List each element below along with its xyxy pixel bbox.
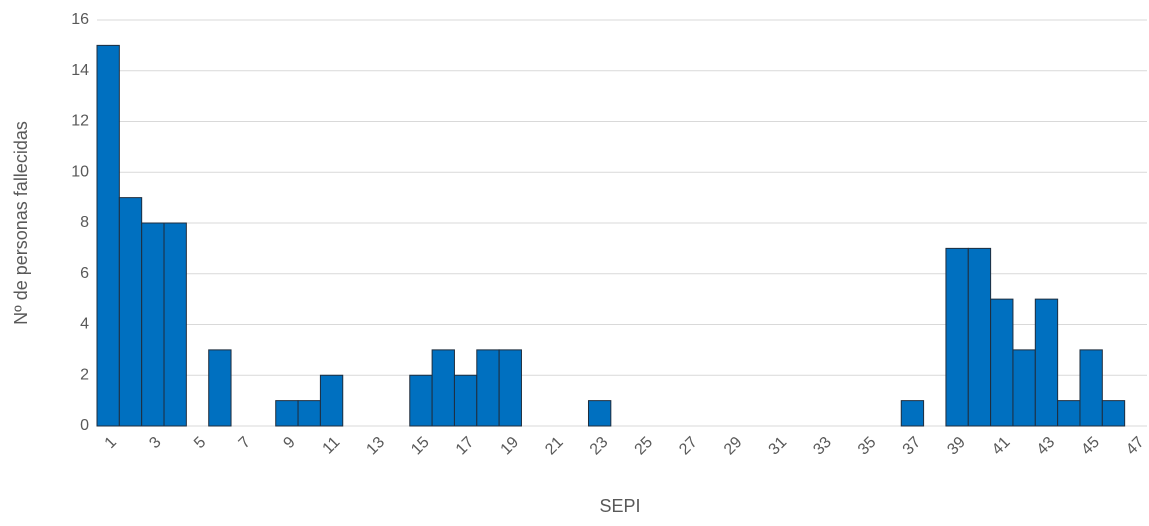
- y-tick-label: 4: [80, 316, 89, 333]
- x-tick-label: 31: [766, 434, 791, 459]
- x-tick-label: 5: [191, 434, 209, 452]
- x-tick-label: 33: [810, 434, 835, 459]
- bar: [967, 247, 992, 427]
- x-tick-label: 39: [944, 434, 969, 459]
- bar: [476, 349, 500, 427]
- y-tick-label: 10: [71, 163, 89, 180]
- bar: [319, 374, 344, 427]
- bar: [1012, 349, 1036, 427]
- x-tick-label: 47: [1123, 434, 1148, 459]
- bar: [587, 400, 612, 427]
- bar: [1034, 298, 1059, 427]
- bar: [141, 222, 165, 427]
- bar: [990, 298, 1014, 427]
- y-tick-label: 14: [71, 62, 89, 79]
- bar: [409, 374, 433, 427]
- x-tick-label: 1: [102, 434, 120, 452]
- bar: [118, 197, 143, 427]
- bar: [1079, 349, 1103, 427]
- x-tick-label: 25: [632, 434, 657, 459]
- y-axis-title: Nº de personas fallecidas: [11, 121, 31, 325]
- bar: [208, 349, 232, 427]
- y-tick-label: 8: [80, 214, 89, 231]
- x-tick-label: 35: [855, 434, 880, 459]
- x-tick-label: 21: [542, 434, 567, 459]
- x-tick-label: 17: [453, 434, 478, 459]
- x-tick-label: 27: [676, 434, 701, 459]
- x-tick-label: 45: [1078, 434, 1103, 459]
- bar: [431, 349, 455, 427]
- bar: [275, 400, 299, 427]
- bar: [453, 374, 478, 427]
- x-tick-label: 37: [900, 434, 925, 459]
- bar: [163, 222, 187, 427]
- y-tick-label: 2: [80, 366, 89, 383]
- x-tick-label: 3: [146, 434, 164, 452]
- x-tick-label: 19: [498, 434, 523, 459]
- x-tick-label: 9: [280, 434, 298, 452]
- y-tick-label: 16: [71, 11, 89, 28]
- bar: [96, 44, 120, 427]
- y-tick-label: 0: [80, 417, 89, 434]
- bar: [945, 247, 969, 427]
- bar: [1101, 400, 1126, 427]
- y-tick-label: 12: [71, 113, 89, 130]
- bar: [1057, 400, 1081, 427]
- x-tick-label: 13: [363, 434, 388, 459]
- x-tick-label: 43: [1034, 434, 1059, 459]
- bar: [297, 400, 321, 427]
- x-tick-label: 15: [408, 434, 433, 459]
- bar: [498, 349, 522, 427]
- x-tick-label: 7: [236, 434, 254, 452]
- x-tick-label: 23: [587, 434, 612, 459]
- y-tick-label: 6: [80, 265, 89, 282]
- x-axis-title: SEPI: [599, 496, 640, 516]
- x-tick-label: 29: [721, 434, 746, 459]
- x-tick-label: 41: [989, 434, 1014, 459]
- bar: [900, 400, 925, 427]
- x-tick-label: 11: [320, 434, 344, 458]
